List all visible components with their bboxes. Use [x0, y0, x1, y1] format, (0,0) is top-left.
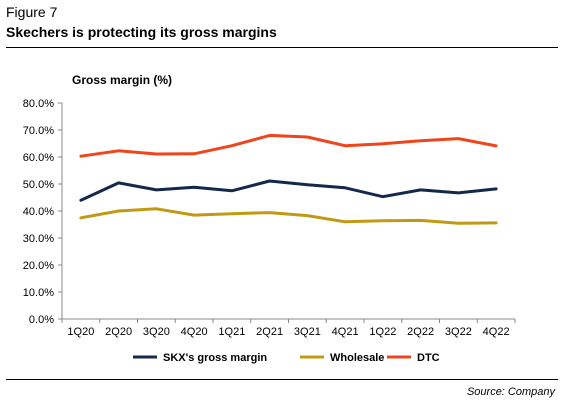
y-tick-label: 50.0% — [23, 179, 54, 191]
x-tick-label: 2Q20 — [105, 326, 132, 338]
y-tick-label: 40.0% — [23, 206, 54, 218]
source-note: Source: Company — [466, 386, 555, 398]
x-tick-label: 3Q20 — [143, 326, 170, 338]
y-tick-label: 30.0% — [23, 233, 54, 245]
y-tick-label: 80.0% — [23, 98, 54, 110]
y-tick-label: 60.0% — [23, 152, 54, 164]
x-tick-label: 3Q21 — [294, 326, 321, 338]
legend-label-3: DTC — [417, 352, 440, 364]
series-line-1 — [79, 179, 498, 202]
y-tick-label: 20.0% — [23, 260, 54, 272]
series-line-2 — [79, 207, 498, 225]
figure-label: Figure 7 — [6, 4, 58, 20]
x-tick-label: 4Q20 — [181, 326, 208, 338]
x-tick-label: 2Q21 — [256, 326, 283, 338]
y-axis-title: Gross margin (%) — [72, 73, 172, 87]
x-tick-label: 1Q22 — [369, 326, 396, 338]
x-tick-label: 3Q22 — [445, 326, 472, 338]
series-lines — [79, 133, 498, 225]
bottom-divider — [6, 379, 558, 380]
x-tick-label: 1Q20 — [67, 326, 94, 338]
legend: SKX's gross margin Wholesale DTC — [133, 352, 440, 364]
top-divider — [6, 47, 558, 48]
x-tick-label: 4Q22 — [483, 326, 510, 338]
x-axis-ticks: 1Q20 2Q20 3Q20 4Q20 1Q21 2Q21 3Q21 4Q21 1Q22 2Q22… — [61, 319, 516, 338]
x-tick-label: 2Q22 — [407, 326, 434, 338]
y-tick-label: 10.0% — [23, 287, 54, 299]
x-tick-label: 1Q21 — [218, 326, 245, 338]
legend-label-1: SKX's gross margin — [163, 352, 267, 364]
y-tick-label: 70.0% — [23, 125, 54, 137]
x-tick-label: 4Q21 — [332, 326, 359, 338]
y-axis-ticks: 0.0% 10.0% 20.0% 30.0% 40.0% 50.0% 60.0% 70.0% 8… — [23, 98, 62, 326]
figure-title: Skechers is protecting its gross margins — [6, 24, 277, 40]
y-tick-label: 0.0% — [29, 314, 54, 326]
legend-label-2: Wholesale — [330, 352, 384, 364]
series-line-3 — [79, 133, 498, 158]
